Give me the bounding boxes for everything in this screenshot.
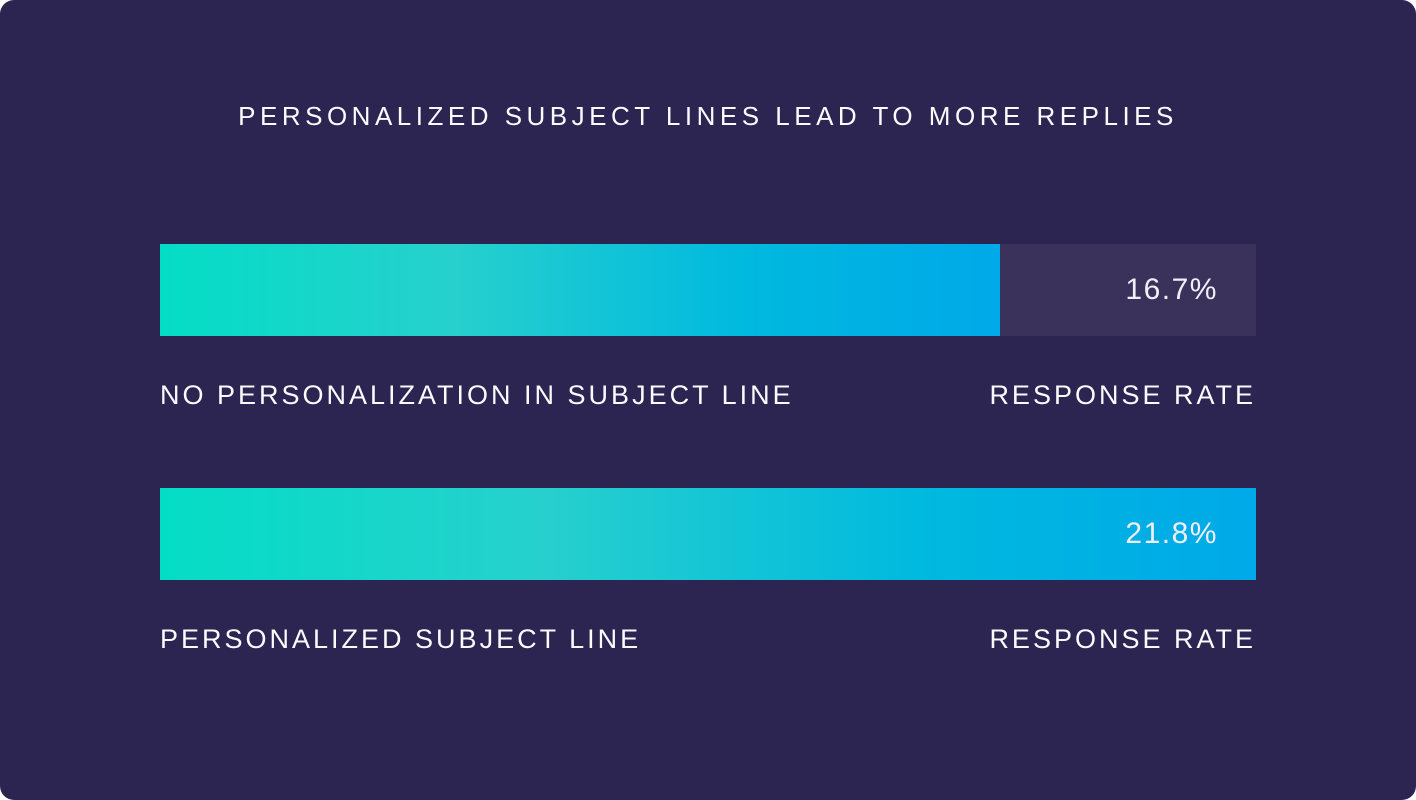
bar-fill (160, 244, 1000, 336)
bar-axis-label: RESPONSE RATE (989, 380, 1256, 410)
bar-caption-row: PERSONALIZED SUBJECT LINE RESPONSE RATE (160, 624, 1256, 655)
bar-fill (160, 488, 1256, 580)
bar-group-personalized: 21.8% PERSONALIZED SUBJECT LINE RESPONSE… (160, 488, 1256, 654)
chart-title: PERSONALIZED SUBJECT LINES LEAD TO MORE … (238, 101, 1178, 131)
bar-group-no-personalization: 16.7% NO PERSONALIZATION IN SUBJECT LINE… (160, 244, 1256, 410)
bar-value-label: 16.7% (1125, 273, 1218, 306)
bar-track: 16.7% (160, 244, 1256, 336)
bar-category-label: NO PERSONALIZATION IN SUBJECT LINE (160, 380, 794, 410)
bar-track: 21.8% (160, 488, 1256, 580)
bar-value-label: 21.8% (1125, 517, 1218, 550)
bar-category-label: PERSONALIZED SUBJECT LINE (160, 624, 642, 654)
bar-caption-row: NO PERSONALIZATION IN SUBJECT LINE RESPO… (160, 380, 1256, 411)
bar-axis-label: RESPONSE RATE (989, 624, 1256, 654)
